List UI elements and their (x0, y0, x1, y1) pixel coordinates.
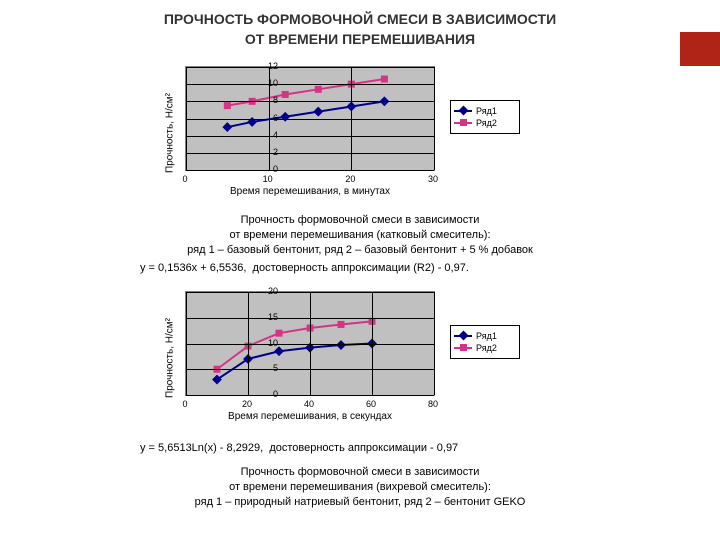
ytick-label: 20 (262, 286, 278, 296)
xtick-label: 0 (182, 399, 187, 409)
xtick-label: 20 (345, 174, 355, 184)
chart-2-ylabel: Прочность, Н/см² (164, 318, 175, 398)
formula-1: y = 0,1536x + 6,5536, достоверность аппр… (140, 262, 469, 274)
ytick-label: 12 (262, 61, 278, 71)
ytick-label: 2 (262, 147, 278, 157)
xtick-label: 20 (242, 399, 252, 409)
title-line-2: ОТ ВРЕМЕНИ ПЕРЕМЕШИВАНИЯ (245, 31, 475, 47)
chart-2-caption: Прочность формовочной смеси в зависимост… (0, 465, 720, 510)
legend-item: Ряд2 (454, 343, 516, 353)
chart-1-plot (185, 66, 435, 171)
caption2-l1: Прочность формовочной смеси в зависимост… (241, 466, 480, 478)
chart-2: Прочность, Н/см² Время перемешивания, в … (130, 285, 530, 430)
caption1-l1: Прочность формовочной смеси в зависимост… (241, 214, 480, 226)
ytick-label: 15 (262, 312, 278, 322)
caption1-l2: от времени перемешивания (катковый смеси… (229, 229, 490, 241)
xtick-label: 10 (263, 174, 273, 184)
ytick-label: 0 (262, 164, 278, 174)
chart-1: Прочность, Н/см² Время перемешивания, в … (130, 60, 530, 205)
page-title: ПРОЧНОСТЬ ФОРМОВОЧНОЙ СМЕСИ В ЗАВИСИМОСТ… (0, 10, 720, 49)
chart-2-xlabel: Время перемешивания, в секундах (185, 411, 435, 422)
ytick-label: 8 (262, 95, 278, 105)
chart-2-legend: Ряд1 Ряд2 (450, 325, 520, 359)
legend-item: Ряд2 (454, 118, 516, 128)
xtick-label: 40 (304, 399, 314, 409)
legend-label: Ряд1 (476, 106, 497, 116)
ytick-label: 5 (262, 363, 278, 373)
ytick-label: 0 (262, 389, 278, 399)
legend-label: Ряд2 (476, 343, 497, 353)
chart-1-ylabel: Прочность, Н/см² (164, 93, 175, 173)
chart-1-legend: Ряд1 Ряд2 (450, 100, 520, 134)
legend-label: Ряд2 (476, 118, 497, 128)
chart-1-xlabel: Время перемешивания, в минутах (185, 186, 435, 197)
ytick-label: 10 (262, 78, 278, 88)
xtick-label: 60 (366, 399, 376, 409)
xtick-label: 30 (428, 174, 438, 184)
title-line-1: ПРОЧНОСТЬ ФОРМОВОЧНОЙ СМЕСИ В ЗАВИСИМОСТ… (164, 11, 556, 27)
legend-item: Ряд1 (454, 106, 516, 116)
formula-2: y = 5,6513Ln(x) - 8,2929, достоверность … (140, 442, 458, 454)
xtick-label: 0 (182, 174, 187, 184)
legend-label: Ряд1 (476, 331, 497, 341)
xtick-label: 80 (428, 399, 438, 409)
ytick-label: 4 (262, 130, 278, 140)
caption2-l2: от времени перемешивания (вихревой смеси… (229, 481, 491, 493)
caption1-l3: ряд 1 – базовый бентонит, ряд 2 – базовы… (187, 244, 533, 256)
chart-1-caption: Прочность формовочной смеси в зависимост… (0, 213, 720, 258)
ytick-label: 10 (262, 338, 278, 348)
legend-item: Ряд1 (454, 331, 516, 341)
caption2-l3: ряд 1 – природный натриевый бентонит, ря… (195, 496, 526, 508)
ytick-label: 6 (262, 113, 278, 123)
chart-2-plot (185, 291, 435, 396)
